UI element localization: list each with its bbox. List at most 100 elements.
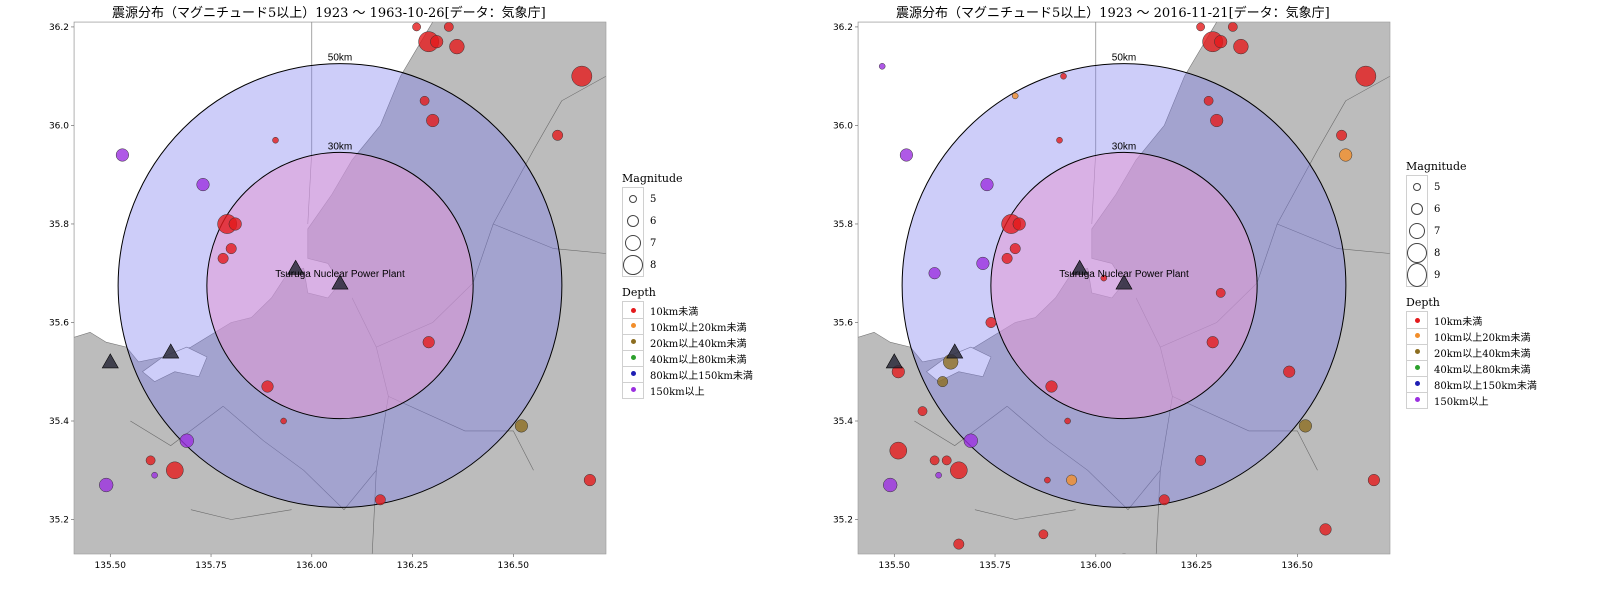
earthquake-point bbox=[374, 494, 386, 506]
x-tick-label: 136.00 bbox=[1080, 561, 1112, 571]
depth-legend-item: 80km以上150km未満 bbox=[1406, 375, 1537, 393]
earthquake-point bbox=[1044, 476, 1051, 484]
earthquake-point bbox=[1210, 113, 1224, 128]
reactor-marker bbox=[946, 343, 964, 359]
depth-legend-item: 10km未満 bbox=[622, 301, 753, 319]
legend: Magnitude 5 6 7 8 Depth 10km未満 10km以上20km未満 20km… bbox=[622, 172, 753, 399]
plot-area: 50km 30km Tsuruga Nuclear Power Plant bbox=[858, 22, 1390, 554]
prefecture-border bbox=[388, 396, 534, 471]
depth-legend-key bbox=[622, 333, 644, 351]
depth-legend-item: 20km以上40km未満 bbox=[622, 333, 753, 351]
depth-legend-dot bbox=[630, 339, 636, 344]
y-tick-label: 35.4 bbox=[833, 417, 853, 427]
y-tick-label: 36.2 bbox=[49, 23, 69, 33]
earthquake-point bbox=[426, 113, 440, 128]
depth-legend-key bbox=[622, 365, 644, 383]
magnitude-legend-label: 5 bbox=[1434, 181, 1441, 193]
earthquake-point bbox=[929, 455, 940, 466]
magnitude-legend-item: 6 bbox=[1406, 197, 1537, 221]
depth-legend-label: 20km以上40km未満 bbox=[650, 338, 747, 350]
reactor-marker bbox=[162, 343, 180, 359]
depth-legend-label: 20km以上40km未満 bbox=[1434, 348, 1531, 360]
depth-legend-label: 80km以上150km未満 bbox=[650, 370, 753, 382]
depth-legend-label: 10km以上20km未満 bbox=[1434, 332, 1531, 344]
depth-legend-item: 150km以上 bbox=[1406, 391, 1537, 409]
earthquake-point bbox=[1001, 252, 1013, 264]
earthquake-point bbox=[412, 22, 421, 32]
depth-legend-dot bbox=[1414, 381, 1420, 386]
earthquake-point bbox=[1066, 474, 1078, 486]
earthquake-point bbox=[1100, 274, 1108, 282]
magnitude-legend-title: Magnitude bbox=[622, 172, 683, 185]
depth-legend-dot bbox=[1414, 397, 1420, 402]
earthquake-point bbox=[261, 380, 274, 393]
earthquake-point bbox=[196, 178, 210, 192]
earthquake-point bbox=[1011, 92, 1019, 100]
panel-title: 震源分布（マグニチュード5以上）1923 ～ 1963-10-26[データ：気象… bbox=[112, 6, 546, 21]
earthquake-point bbox=[928, 267, 941, 280]
earthquake-point bbox=[430, 35, 444, 49]
earthquake-point bbox=[151, 471, 158, 479]
map-svg: 50km 30km Tsuruga Nuclear Power Plant 35.2 3… bbox=[49, 21, 607, 571]
earthquake-point bbox=[1158, 494, 1170, 506]
y-tick-label: 36.0 bbox=[49, 121, 69, 131]
magnitude-legend-label: 8 bbox=[1434, 247, 1441, 259]
depth-legend-dot bbox=[1414, 349, 1420, 354]
y-tick-label: 35.2 bbox=[833, 516, 853, 526]
depth-legend-dot bbox=[630, 355, 636, 360]
magnitude-legend-circle bbox=[1411, 202, 1423, 215]
magnitude-legend-key bbox=[1406, 219, 1428, 243]
earthquake-point bbox=[115, 148, 129, 162]
depth-legend-key bbox=[1406, 327, 1428, 345]
earthquake-point bbox=[941, 455, 952, 466]
x-tick-label: 136.50 bbox=[498, 561, 530, 571]
magnitude-legend-circle bbox=[627, 214, 639, 227]
prefecture-border bbox=[1172, 396, 1318, 471]
depth-legend-item: 150km以上 bbox=[622, 381, 753, 399]
plot-area: 50km 30km Tsuruga Nuclear Power Plant bbox=[74, 22, 606, 554]
magnitude-legend-key bbox=[622, 253, 644, 277]
y-tick-label: 36.0 bbox=[833, 121, 853, 131]
magnitude-legend-label: 7 bbox=[650, 237, 657, 249]
bay bbox=[142, 346, 208, 382]
y-tick-label: 35.6 bbox=[49, 318, 69, 328]
y-tick-label: 35.8 bbox=[49, 220, 69, 230]
prefecture-border bbox=[1006, 405, 1161, 511]
earthquake-point bbox=[571, 65, 593, 87]
earthquake-point bbox=[1056, 136, 1063, 144]
depth-legend-key bbox=[622, 381, 644, 399]
plot-frame bbox=[857, 21, 1391, 555]
y-tick-label: 35.6 bbox=[833, 318, 853, 328]
earthquake-point bbox=[228, 217, 242, 231]
prefecture-border bbox=[492, 75, 606, 225]
map-svg: 50km 30km Tsuruga Nuclear Power Plant 35.2 3… bbox=[833, 21, 1391, 571]
earthquake-point bbox=[1298, 419, 1312, 433]
earthquake-point bbox=[917, 406, 928, 416]
earthquake-point bbox=[179, 433, 194, 448]
earthquake-point bbox=[878, 63, 886, 70]
earthquake-point bbox=[1012, 217, 1026, 231]
y-tick-label: 35.4 bbox=[49, 417, 69, 427]
magnitude-legend-label: 9 bbox=[1434, 269, 1441, 281]
magnitude-legend-item: 5 bbox=[1406, 175, 1537, 199]
depth-legend-key bbox=[1406, 391, 1428, 409]
depth-legend-key bbox=[622, 349, 644, 367]
depth-legend-title: Depth bbox=[622, 286, 656, 299]
plant-label: Tsuruga Nuclear Power Plant bbox=[1059, 269, 1189, 280]
magnitude-legend-key bbox=[1406, 197, 1428, 221]
depth-legend-label: 10km未満 bbox=[650, 306, 699, 318]
y-tick-label: 35.2 bbox=[49, 516, 69, 526]
depth-legend-item: 80km以上150km未満 bbox=[622, 365, 753, 383]
depth-legend-label: 40km以上80km未満 bbox=[650, 354, 747, 366]
earthquake-point bbox=[985, 317, 997, 328]
magnitude-legend-label: 8 bbox=[650, 259, 657, 271]
magnitude-legend-title: Magnitude bbox=[1406, 160, 1467, 173]
depth-legend-key bbox=[1406, 343, 1428, 361]
earthquake-point bbox=[1227, 22, 1238, 32]
prefecture-border bbox=[130, 405, 224, 446]
depth-legend-key bbox=[1406, 311, 1428, 329]
depth-legend-label: 40km以上80km未満 bbox=[1434, 364, 1531, 376]
earthquake-point bbox=[1355, 65, 1377, 87]
earthquake-point bbox=[1283, 365, 1296, 378]
magnitude-legend-circle bbox=[629, 195, 637, 203]
